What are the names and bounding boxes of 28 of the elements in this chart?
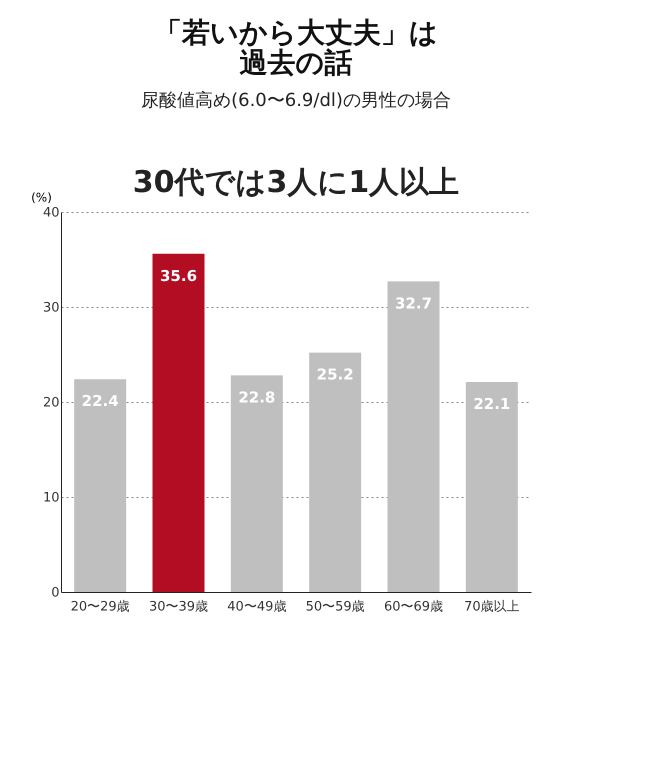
x-tick-label: 30〜39歳 xyxy=(148,600,208,614)
bar xyxy=(230,375,283,592)
bar xyxy=(152,254,204,592)
bar xyxy=(309,352,362,592)
bar xyxy=(388,281,440,592)
y-tick-label: 0 xyxy=(51,586,60,600)
data-label: 22.1 xyxy=(473,395,510,414)
y-tick-label: 20 xyxy=(42,396,60,410)
bar xyxy=(74,379,126,592)
data-label: 25.2 xyxy=(316,366,354,384)
y-tick-label: 40 xyxy=(42,206,60,220)
y-tick-label: 10 xyxy=(42,490,60,506)
text: 「若いから大丈夫」は xyxy=(154,16,438,49)
x-tick-label: 50〜59歳 xyxy=(306,600,365,614)
y-axis-title: (%) xyxy=(31,190,52,204)
bar xyxy=(466,382,518,592)
y-tick-label: 30 xyxy=(42,300,60,316)
data-label: 35.6 xyxy=(160,266,198,285)
x-tick-label: 70歳以上 xyxy=(464,600,520,614)
text: 30代では3人に1人以上 xyxy=(132,165,460,200)
x-tick-label: 60〜69歳 xyxy=(384,600,444,614)
data-label: 22.4 xyxy=(82,392,119,410)
chart-subtitle: 尿酸値高め(6.0〜6.9/dl)の男性の場合 xyxy=(141,90,451,111)
data-label: 22.8 xyxy=(238,388,276,406)
x-tick-label: 20〜29歳 xyxy=(70,600,130,614)
x-tick-label: 40〜49歳 xyxy=(227,600,286,614)
text: 過去の話 xyxy=(240,46,352,79)
data-label: 32.7 xyxy=(394,294,432,312)
